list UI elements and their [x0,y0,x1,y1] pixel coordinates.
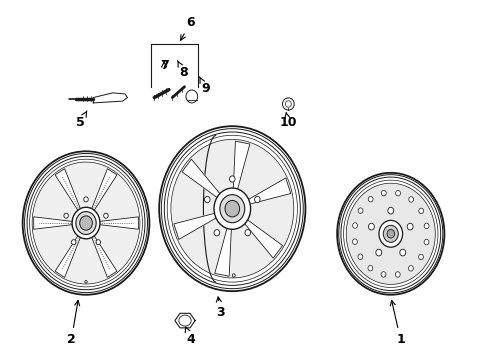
Ellipse shape [76,212,96,234]
Ellipse shape [357,208,362,213]
Text: 5: 5 [76,111,87,129]
Ellipse shape [367,223,374,230]
Polygon shape [182,159,222,200]
Ellipse shape [395,190,400,196]
Ellipse shape [418,208,423,213]
Ellipse shape [386,230,394,238]
Ellipse shape [418,254,423,260]
Polygon shape [55,168,81,213]
Ellipse shape [71,240,76,245]
Ellipse shape [407,223,412,230]
Ellipse shape [367,197,372,202]
Polygon shape [242,218,282,258]
Ellipse shape [408,197,413,202]
Polygon shape [175,313,195,328]
Polygon shape [90,234,117,278]
Ellipse shape [352,223,357,228]
Ellipse shape [375,249,381,256]
Ellipse shape [399,249,405,256]
Text: 9: 9 [199,77,209,95]
Ellipse shape [352,239,357,244]
Ellipse shape [282,98,294,110]
Ellipse shape [254,196,260,203]
Ellipse shape [224,201,239,217]
Ellipse shape [220,195,244,223]
Ellipse shape [170,139,293,278]
Text: 2: 2 [67,301,80,346]
Polygon shape [93,93,127,103]
Ellipse shape [72,207,100,239]
Ellipse shape [96,240,101,245]
Text: 4: 4 [185,327,195,346]
Polygon shape [55,234,81,278]
Ellipse shape [244,230,250,236]
Text: 1: 1 [389,301,404,346]
Ellipse shape [381,190,386,196]
Text: 3: 3 [215,297,224,319]
Polygon shape [214,225,231,276]
Ellipse shape [85,280,87,283]
Polygon shape [233,141,249,193]
Polygon shape [245,178,290,205]
Ellipse shape [357,254,362,260]
Ellipse shape [185,90,197,103]
Ellipse shape [22,151,149,295]
Ellipse shape [214,188,250,229]
Ellipse shape [423,223,428,229]
Ellipse shape [336,173,444,295]
Ellipse shape [367,265,372,271]
Ellipse shape [32,162,140,284]
Ellipse shape [407,266,412,271]
Ellipse shape [159,126,305,291]
Ellipse shape [378,220,402,247]
Polygon shape [34,217,75,229]
Ellipse shape [103,213,108,218]
Ellipse shape [80,216,92,230]
Text: 7: 7 [160,59,168,72]
Ellipse shape [383,225,398,242]
Ellipse shape [346,183,434,284]
Ellipse shape [423,239,428,245]
Ellipse shape [83,197,88,202]
Text: 6: 6 [180,16,195,40]
Ellipse shape [394,272,399,277]
Text: 10: 10 [279,113,297,129]
Text: 8: 8 [177,60,187,79]
Ellipse shape [229,176,235,182]
Polygon shape [90,168,117,213]
Polygon shape [174,212,219,239]
Ellipse shape [380,272,385,277]
Polygon shape [97,217,138,229]
Ellipse shape [387,207,393,214]
Ellipse shape [214,230,219,236]
Ellipse shape [64,213,68,218]
Ellipse shape [232,274,235,277]
Ellipse shape [204,196,210,203]
